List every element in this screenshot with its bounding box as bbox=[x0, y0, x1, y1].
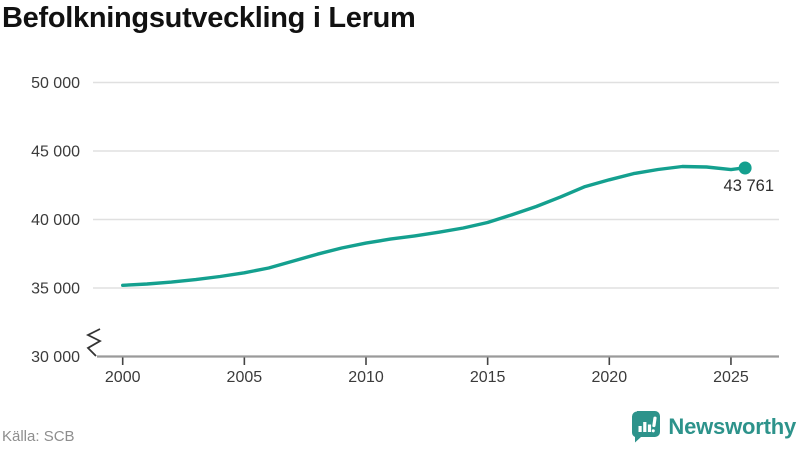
x-tick-label: 2010 bbox=[348, 369, 384, 386]
chart-title: Befolkningsutveckling i Lerum bbox=[2, 2, 416, 34]
end-point-dot bbox=[738, 161, 752, 175]
x-tick-label: 2000 bbox=[105, 369, 141, 386]
y-tick-label: 40 000 bbox=[31, 212, 80, 229]
end-point-label: 43 761 bbox=[724, 177, 774, 195]
x-tick-label: 2025 bbox=[713, 369, 749, 386]
source-label: Källa: SCB bbox=[2, 428, 75, 445]
newsworthy-logo[interactable]: Newsworthy bbox=[631, 410, 796, 443]
population-line bbox=[120, 164, 745, 287]
population-chart: 30 000 35 000 40 000 45 000 50 000 2000 2005 20… bbox=[31, 75, 779, 386]
axis-break-icon bbox=[85, 328, 102, 357]
y-tick-label: 30 000 bbox=[31, 349, 80, 366]
y-tick-label: 50 000 bbox=[31, 75, 80, 92]
newsworthy-logo-icon bbox=[632, 411, 661, 443]
y-tick-label: 35 000 bbox=[31, 281, 80, 298]
x-tick-label: 2020 bbox=[592, 369, 628, 386]
y-tick-label: 45 000 bbox=[31, 144, 80, 161]
x-tick-label: 2015 bbox=[470, 369, 506, 386]
newsworthy-logo-text: Newsworthy bbox=[668, 413, 796, 439]
x-tick-label: 2005 bbox=[227, 369, 263, 386]
